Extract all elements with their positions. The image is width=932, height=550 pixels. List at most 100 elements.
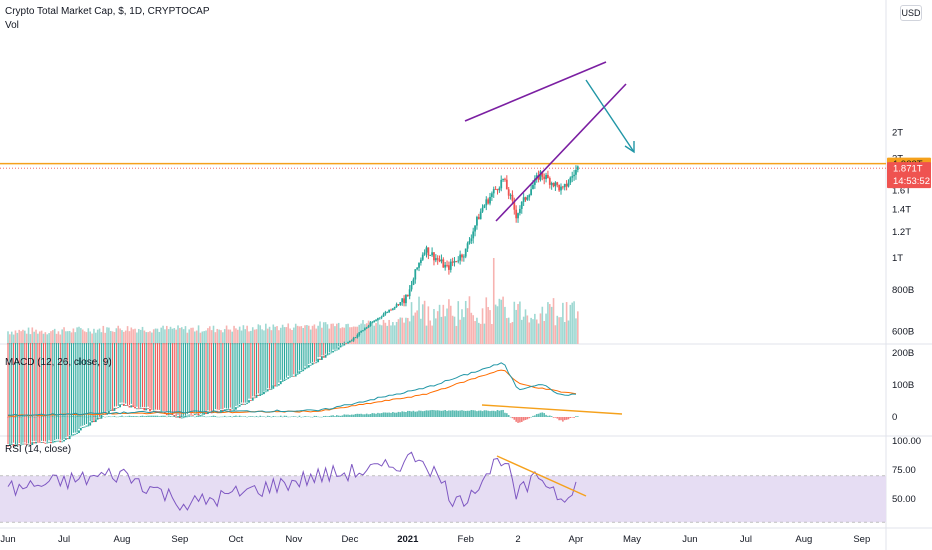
- price-tick-1-6t: 1.6T: [892, 186, 911, 197]
- candle-body: [567, 182, 570, 187]
- macd-hist-bar: [489, 411, 491, 417]
- rsi-tick: 100.00: [892, 436, 921, 447]
- volume-bar: [547, 302, 549, 344]
- macd-hist-bar: [436, 410, 439, 417]
- macd-hist-bar: [182, 416, 185, 417]
- currency-button[interactable]: USD: [900, 5, 922, 21]
- volume-bar: [9, 334, 11, 344]
- candle-body: [502, 178, 504, 180]
- volume-bar: [403, 322, 405, 344]
- volume-bar: [162, 325, 164, 344]
- macd-hist-bar: [485, 410, 488, 417]
- volume-bar: [265, 323, 267, 344]
- macd-hist-bar: [199, 416, 202, 417]
- macd-hist-bar: [472, 410, 474, 417]
- volume-bar: [421, 304, 424, 344]
- macd-hist-bar: [108, 416, 110, 417]
- macd-hist-bar: [474, 410, 476, 417]
- candle-body: [548, 178, 551, 185]
- macd-hist-bar: [421, 411, 424, 417]
- candle-body: [72, 434, 75, 436]
- macd-hist-bar: [429, 410, 432, 417]
- candle-body: [119, 404, 121, 408]
- macd-title[interactable]: MACD (12, 26, close, 9): [5, 357, 112, 368]
- macd-hist-bar: [334, 416, 336, 417]
- candle-body: [434, 258, 437, 261]
- macd-hist-bar: [294, 416, 297, 417]
- macd-hist-bar: [397, 411, 400, 417]
- x-axis-label: Jul: [58, 534, 70, 545]
- volume-bar: [367, 320, 370, 344]
- candle-body: [227, 408, 230, 410]
- macd-hist-bar: [321, 416, 323, 418]
- volume-bar: [393, 325, 396, 344]
- volume-bar: [158, 331, 161, 344]
- macd-hist-bar: [324, 415, 327, 417]
- candle-body: [182, 417, 185, 419]
- macd-hist-bar: [233, 415, 235, 417]
- volume-bar: [382, 319, 385, 344]
- volume-bar: [7, 331, 9, 344]
- symbol-title[interactable]: Crypto Total Market Cap, $, 1D, CRYPTOCA…: [5, 6, 210, 17]
- volume-bar: [298, 326, 301, 344]
- macd-hist-bar: [364, 414, 366, 417]
- candle-body: [29, 444, 32, 446]
- candle-body: [436, 258, 439, 260]
- candle-body: [111, 409, 114, 411]
- rsi-title[interactable]: RSI (14, close): [5, 444, 72, 455]
- countdown-label: 14:53:52: [893, 176, 930, 187]
- macd-hist-bar: [128, 415, 131, 417]
- macd-hist-bar: [57, 415, 60, 417]
- candle-body: [541, 171, 544, 177]
- candle-body: [255, 394, 258, 398]
- volume-bar: [375, 323, 377, 344]
- macd-hist-bar: [547, 415, 549, 417]
- volume-bar: [431, 325, 433, 344]
- volume-bar: [423, 300, 426, 344]
- candle-body: [408, 289, 411, 297]
- x-axis-label: 2: [515, 534, 520, 545]
- macd-hist-bar: [80, 416, 82, 417]
- volume-bar: [35, 329, 37, 344]
- volume-bar: [397, 319, 400, 344]
- macd-hist-bar: [548, 415, 551, 417]
- wedge-lower-trendline: [495, 83, 627, 222]
- macd-hist-bar: [433, 410, 435, 417]
- macd-hist-bar: [48, 416, 50, 418]
- volume-bar: [220, 330, 222, 344]
- volume-bar: [145, 332, 148, 344]
- macd-hist-bar: [371, 413, 374, 417]
- candle-body: [167, 414, 170, 416]
- volume-bar: [440, 316, 443, 344]
- candle-body: [23, 443, 26, 445]
- macd-hist-bar: [162, 415, 164, 417]
- candle-body: [55, 440, 58, 442]
- macd-hist-bar: [246, 416, 248, 418]
- volume-bar: [334, 326, 336, 344]
- candle-body: [246, 402, 249, 404]
- volume-bar: [24, 330, 26, 344]
- volume-bar: [231, 331, 233, 344]
- macd-hist-bar: [520, 417, 523, 422]
- volume-bar: [91, 333, 93, 344]
- macd-hist-bar: [164, 415, 166, 417]
- macd-hist-bar: [377, 412, 379, 417]
- macd-hist-bar: [306, 416, 308, 417]
- candle-body: [399, 302, 402, 305]
- macd-hist-bar: [276, 416, 278, 418]
- macd-hist-bar: [66, 416, 69, 418]
- volume-bar: [248, 331, 250, 344]
- macd-hist-bar: [455, 410, 458, 417]
- volume-bar: [575, 318, 577, 344]
- candle-body: [236, 406, 239, 408]
- macd-hist-bar: [91, 416, 93, 418]
- macd-hist-bar: [476, 411, 478, 417]
- volume-bar: [444, 316, 446, 344]
- candle-body: [453, 260, 456, 263]
- candle-body: [268, 389, 271, 391]
- macd-hist-bar: [315, 415, 318, 417]
- volume-bar: [68, 330, 71, 344]
- volume-bar: [565, 302, 568, 344]
- candle-body: [386, 312, 389, 313]
